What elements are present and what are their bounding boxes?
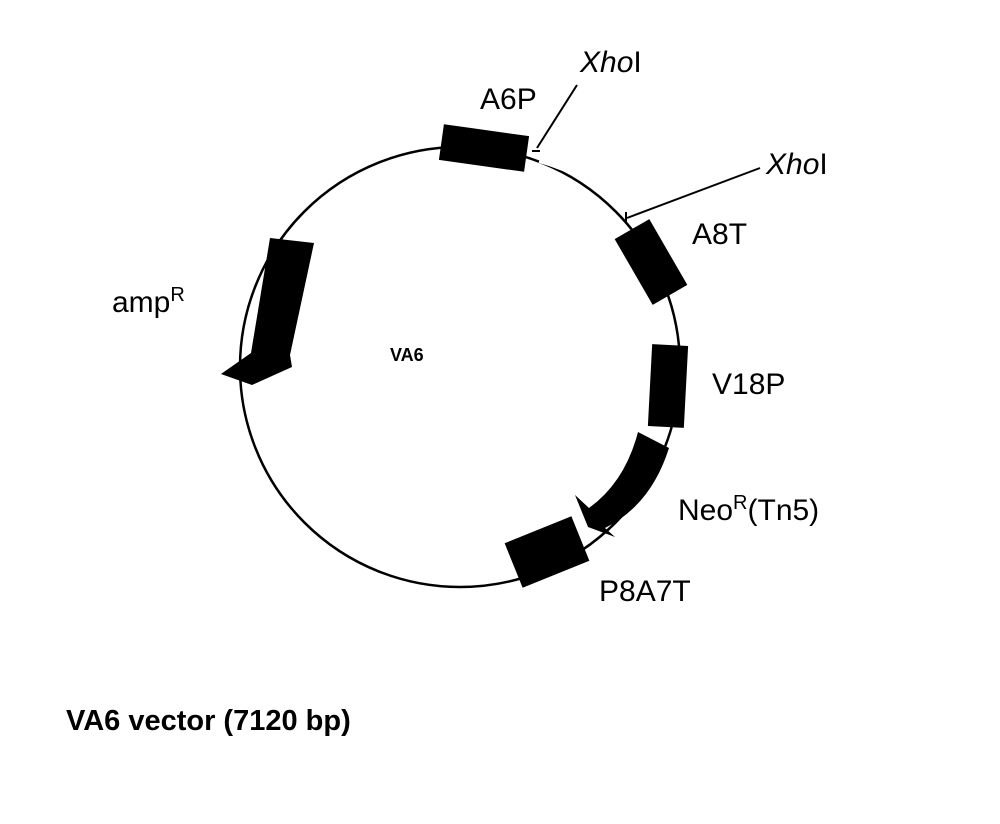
- xhoi-site-label-1: XhoI: [579, 46, 642, 79]
- ampr-label: ampR: [112, 284, 185, 319]
- p8a7t-feature-box: [504, 516, 590, 588]
- xhoi-site-label-2: XhoI: [765, 148, 828, 181]
- neor-label: NeoR(Tn5): [678, 492, 819, 527]
- neor-label-main: Neo: [678, 494, 733, 527]
- ampr-label-sup: R: [170, 284, 184, 306]
- ampr-label-main: amp: [112, 286, 170, 319]
- xhoi-leader-line-1: [536, 84, 578, 149]
- xhoi-italic-part-2: Xho: [765, 148, 819, 181]
- neor-label-suffix: (Tn5): [748, 494, 820, 527]
- v18p-label: V18P: [712, 368, 785, 401]
- a6p-label: A6P: [480, 83, 537, 116]
- neor-label-sup: R: [733, 492, 747, 514]
- a8t-feature-box: [614, 219, 688, 305]
- neor-arrow: [575, 432, 669, 537]
- xhoi-leader-line-2: [626, 167, 761, 219]
- plasmid-name-label: VA6: [390, 345, 424, 365]
- figure-caption: VA6 vector (7120 bp): [66, 705, 351, 737]
- p8a7t-label: P8A7T: [599, 575, 691, 608]
- v18p-feature-box: [647, 344, 689, 428]
- a6p-feature-box: [438, 124, 530, 172]
- backbone-gap: [538, 153, 632, 210]
- xhoi-italic-part-1: Xho: [579, 46, 633, 79]
- xhoi-roman-part-1: I: [633, 46, 641, 79]
- a8t-label: A8T: [692, 218, 747, 251]
- xhoi-roman-part-2: I: [819, 148, 827, 181]
- ampr-arrow: [221, 238, 314, 385]
